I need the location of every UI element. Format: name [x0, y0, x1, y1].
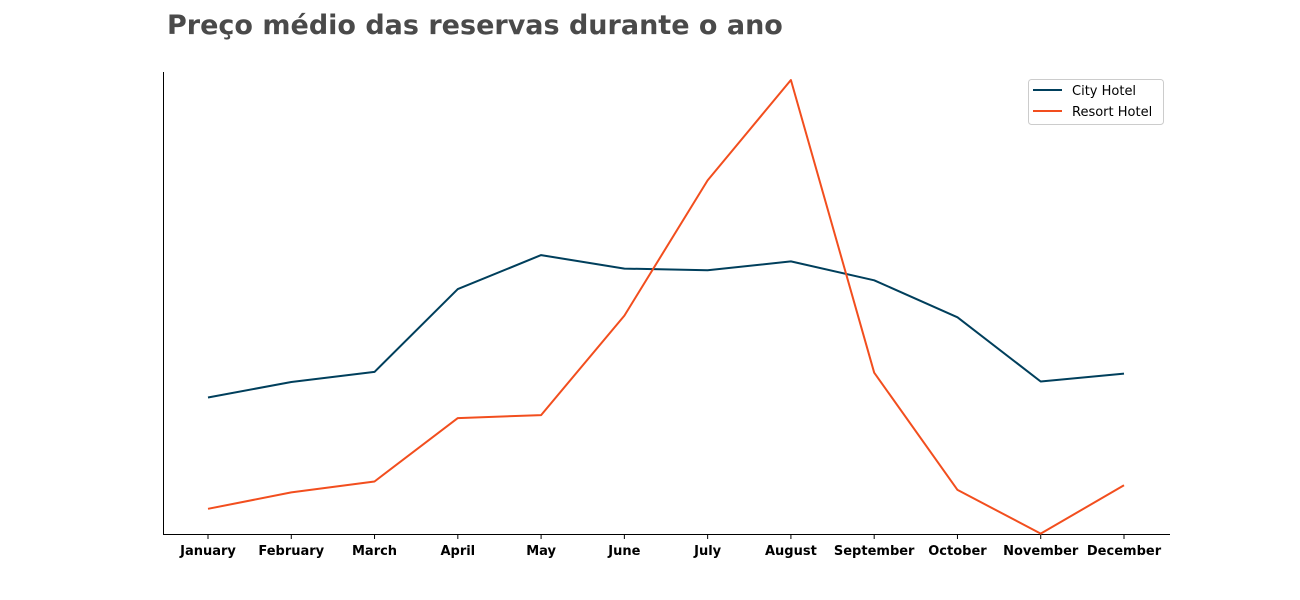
legend-frame — [1028, 79, 1164, 125]
x-tick-label: June — [607, 544, 640, 559]
legend-label: Resort Hotel — [1072, 105, 1152, 120]
x-tick-label: August — [765, 544, 817, 559]
x-tick-label: September — [834, 544, 915, 559]
x-tick-label: November — [1003, 544, 1079, 559]
x-tick-label: April — [440, 544, 475, 559]
series-line-resort-hotel — [207, 79, 1125, 535]
x-tick-label: February — [258, 544, 324, 559]
x-tick-label: May — [526, 544, 556, 559]
x-tick-label: January — [179, 544, 236, 559]
x-tick-label: March — [352, 544, 397, 559]
chart-title: Preço médio das reservas durante o ano — [167, 10, 783, 41]
legend-label: City Hotel — [1072, 84, 1136, 99]
legend: City Hotel Resort Hotel — [1028, 79, 1164, 125]
x-axis-ticks: January February March April May June July Augu… — [179, 534, 1162, 559]
series-line-city-hotel — [207, 254, 1125, 399]
x-tick-label: July — [693, 544, 722, 559]
series-lines — [207, 79, 1125, 535]
x-tick-label: October — [928, 544, 987, 559]
x-tick-label: December — [1087, 544, 1162, 559]
